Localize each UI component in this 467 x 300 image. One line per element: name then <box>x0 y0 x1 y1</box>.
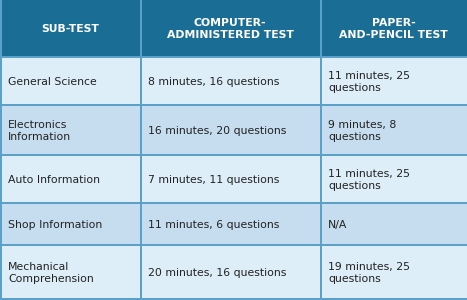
Bar <box>2 58 140 104</box>
Text: 7 minutes, 11 questions: 7 minutes, 11 questions <box>148 175 279 185</box>
Bar <box>2 204 140 244</box>
Bar <box>142 156 320 202</box>
Bar <box>142 204 320 244</box>
Text: 11 minutes, 25
questions: 11 minutes, 25 questions <box>328 71 410 93</box>
Text: SUB-TEST: SUB-TEST <box>41 24 99 34</box>
Text: Electronics
Information: Electronics Information <box>8 120 71 142</box>
Bar <box>2 106 140 154</box>
Text: 9 minutes, 8
questions: 9 minutes, 8 questions <box>328 120 396 142</box>
Text: 8 minutes, 16 questions: 8 minutes, 16 questions <box>148 77 279 87</box>
Bar <box>142 106 320 154</box>
Text: Auto Information: Auto Information <box>8 175 100 185</box>
Text: 11 minutes, 6 questions: 11 minutes, 6 questions <box>148 220 279 230</box>
Bar <box>322 246 467 298</box>
Bar <box>322 58 467 104</box>
Text: N/A: N/A <box>328 220 347 230</box>
Bar <box>2 0 140 56</box>
Bar <box>322 156 467 202</box>
Text: COMPUTER-
ADMINISTERED TEST: COMPUTER- ADMINISTERED TEST <box>167 18 293 40</box>
Bar <box>2 246 140 298</box>
Bar <box>322 106 467 154</box>
Text: General Science: General Science <box>8 77 97 87</box>
Text: Shop Information: Shop Information <box>8 220 102 230</box>
Text: 11 minutes, 25
questions: 11 minutes, 25 questions <box>328 169 410 191</box>
Text: Mechanical
Comprehension: Mechanical Comprehension <box>8 262 94 284</box>
Bar <box>322 0 467 56</box>
Text: 20 minutes, 16 questions: 20 minutes, 16 questions <box>148 268 286 278</box>
Bar <box>2 156 140 202</box>
Bar <box>142 246 320 298</box>
Text: PAPER-
AND-PENCIL TEST: PAPER- AND-PENCIL TEST <box>339 18 448 40</box>
Bar <box>142 58 320 104</box>
Bar <box>322 204 467 244</box>
Bar <box>142 0 320 56</box>
Text: 16 minutes, 20 questions: 16 minutes, 20 questions <box>148 126 286 136</box>
Text: 19 minutes, 25
questions: 19 minutes, 25 questions <box>328 262 410 284</box>
